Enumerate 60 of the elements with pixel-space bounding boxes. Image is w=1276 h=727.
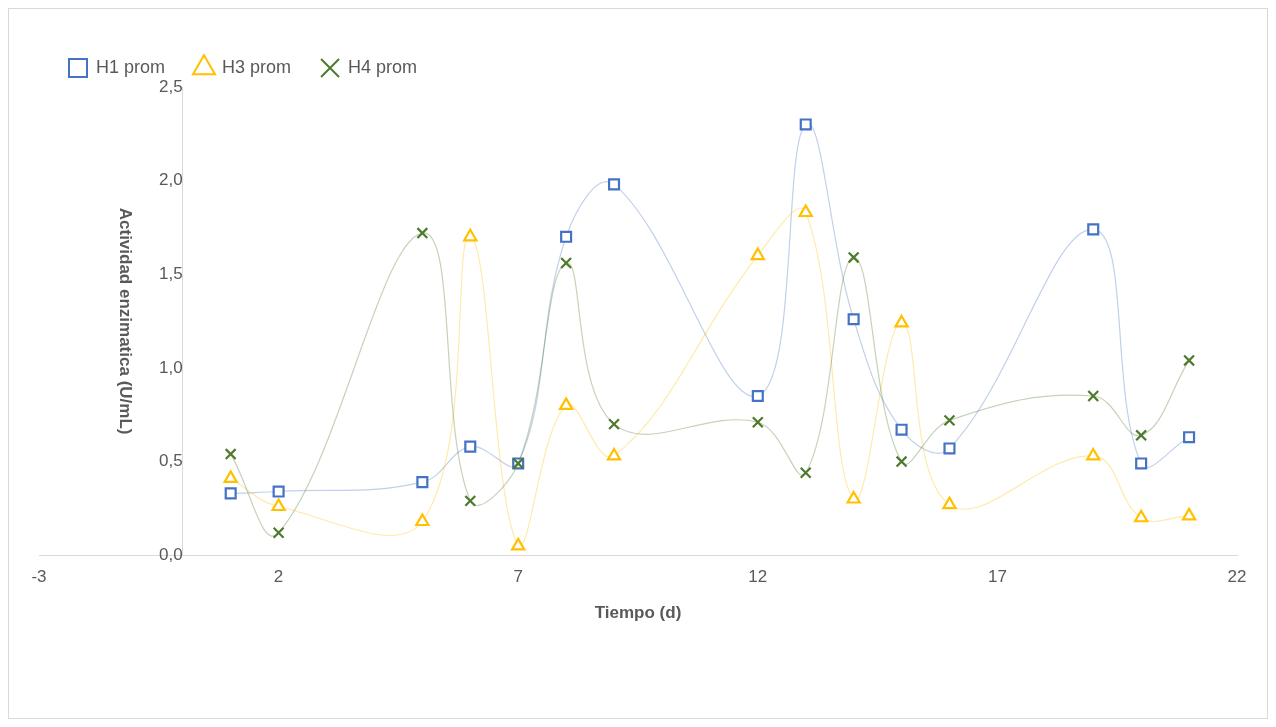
x-axis-title: Tiempo (d) bbox=[594, 603, 682, 623]
point bbox=[895, 423, 908, 436]
y-tick-label: 0,0 bbox=[159, 544, 183, 564]
point bbox=[464, 494, 477, 507]
y-tick-label: 1,5 bbox=[159, 263, 183, 283]
point bbox=[224, 487, 237, 500]
point bbox=[1087, 223, 1100, 236]
point bbox=[942, 496, 957, 510]
point bbox=[1087, 389, 1100, 403]
point bbox=[895, 455, 908, 468]
point bbox=[1183, 354, 1196, 367]
y-axis-title: Actividad enzimatica (U/mL) bbox=[116, 207, 136, 435]
point bbox=[558, 397, 574, 410]
legend-label: H1 prom bbox=[96, 56, 166, 77]
y-tick-label: 1,0 bbox=[159, 357, 183, 377]
point bbox=[1134, 509, 1149, 523]
point bbox=[272, 526, 285, 539]
point bbox=[463, 228, 478, 242]
point bbox=[894, 314, 909, 328]
x-tick-label: 12 bbox=[748, 567, 768, 587]
point bbox=[1135, 429, 1148, 442]
point bbox=[751, 389, 764, 403]
point bbox=[271, 498, 286, 512]
legend-label: H3 prom bbox=[222, 56, 292, 77]
point bbox=[799, 466, 812, 479]
point bbox=[847, 313, 860, 326]
point bbox=[607, 178, 621, 191]
point bbox=[560, 256, 573, 270]
point bbox=[847, 251, 860, 264]
point bbox=[798, 204, 813, 218]
y-tick-label: 2,0 bbox=[159, 170, 183, 190]
point bbox=[750, 247, 765, 261]
point bbox=[943, 414, 956, 427]
point bbox=[846, 490, 861, 504]
point bbox=[223, 470, 238, 484]
y-tick-label: 2,5 bbox=[159, 76, 183, 96]
point bbox=[415, 513, 430, 527]
point bbox=[560, 230, 573, 243]
point bbox=[416, 476, 429, 489]
point bbox=[1135, 457, 1148, 470]
point bbox=[799, 118, 812, 131]
point bbox=[511, 537, 526, 551]
point bbox=[1086, 447, 1101, 461]
point bbox=[416, 227, 429, 240]
legend-label: H4 prom bbox=[348, 56, 418, 77]
point bbox=[607, 418, 621, 431]
point bbox=[464, 440, 477, 453]
point bbox=[272, 485, 285, 498]
x-tick-label: 2 bbox=[273, 567, 284, 587]
x-tick-label: 7 bbox=[513, 567, 523, 587]
x-tick-label: 17 bbox=[987, 567, 1007, 587]
point bbox=[1183, 431, 1196, 444]
x-tick-label: 22 bbox=[1227, 567, 1247, 587]
y-tick-label: 0,5 bbox=[159, 451, 183, 471]
point bbox=[1181, 507, 1197, 521]
point bbox=[943, 442, 956, 455]
point bbox=[751, 416, 764, 429]
point bbox=[606, 447, 622, 461]
x-tick-label: -3 bbox=[31, 567, 47, 587]
point bbox=[224, 448, 237, 461]
